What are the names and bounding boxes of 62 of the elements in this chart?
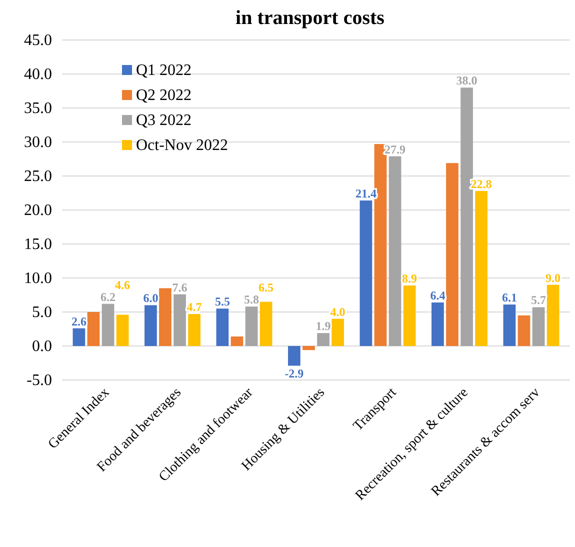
data-label: 4.6 bbox=[115, 278, 130, 292]
bar bbox=[518, 315, 530, 346]
y-tick-label: 40.0 bbox=[24, 66, 52, 84]
bar bbox=[360, 200, 372, 346]
data-label: 6.1 bbox=[502, 290, 517, 305]
data-label: 6.0 bbox=[143, 291, 158, 306]
data-label: 22.8 bbox=[470, 176, 492, 191]
bar bbox=[288, 346, 300, 366]
legend-label: Q2 2022 bbox=[136, 87, 192, 104]
y-tick-label: -5.0 bbox=[26, 372, 52, 390]
data-label: 4.7 bbox=[186, 300, 202, 314]
bar bbox=[216, 308, 229, 346]
bar bbox=[72, 328, 86, 346]
data-label: 5.7 bbox=[531, 293, 546, 308]
data-label: 6.4 bbox=[430, 288, 446, 302]
bar bbox=[260, 302, 272, 346]
data-label: 6.5 bbox=[258, 280, 274, 295]
bar bbox=[87, 312, 100, 346]
bar bbox=[317, 333, 330, 346]
data-label: 5.5 bbox=[214, 294, 230, 309]
chart-title: in transport costs bbox=[236, 7, 385, 29]
bar bbox=[188, 314, 200, 346]
data-label: 8.9 bbox=[402, 271, 418, 286]
bar bbox=[245, 306, 258, 346]
bar bbox=[546, 284, 560, 346]
bar bbox=[446, 163, 458, 346]
data-label: 9.0 bbox=[546, 270, 561, 285]
data-label: 2.6 bbox=[71, 314, 86, 328]
y-tick-label: 20.0 bbox=[24, 202, 52, 220]
legend-label: Oct-Nov 2022 bbox=[136, 137, 228, 154]
y-tick-label: 5.0 bbox=[32, 304, 52, 322]
y-tick-label: 15.0 bbox=[24, 236, 52, 254]
data-label: 6.2 bbox=[100, 290, 116, 304]
bar bbox=[102, 304, 114, 346]
bar bbox=[432, 302, 444, 346]
data-label: 1.9 bbox=[316, 319, 331, 334]
bar bbox=[532, 307, 545, 346]
y-tick-label: 45.0 bbox=[24, 32, 52, 50]
bar bbox=[174, 294, 186, 346]
data-label: 5.8 bbox=[244, 292, 260, 307]
legend-label: Q1 2022 bbox=[136, 62, 192, 79]
y-tick-label: 10.0 bbox=[24, 270, 52, 288]
data-label: -2.9 bbox=[284, 366, 304, 381]
y-tick-label: 35.0 bbox=[24, 100, 52, 118]
bar bbox=[475, 190, 488, 346]
bar bbox=[388, 156, 402, 346]
bar bbox=[403, 285, 416, 346]
bar bbox=[460, 88, 473, 346]
y-tick-label: 25.0 bbox=[24, 168, 52, 186]
bar bbox=[230, 336, 244, 346]
bar bbox=[302, 346, 315, 350]
data-label: 38.0 bbox=[456, 74, 478, 88]
data-label: 7.6 bbox=[172, 280, 188, 294]
bar bbox=[503, 304, 516, 346]
bar bbox=[144, 305, 157, 346]
bar bbox=[116, 314, 129, 346]
data-label: 4.0 bbox=[330, 304, 346, 319]
y-tick-label: 30.0 bbox=[24, 134, 52, 152]
legend-label: Q3 2022 bbox=[136, 112, 192, 129]
bar bbox=[332, 318, 344, 346]
y-tick-label: 0.0 bbox=[32, 338, 52, 356]
bar bbox=[159, 288, 172, 346]
